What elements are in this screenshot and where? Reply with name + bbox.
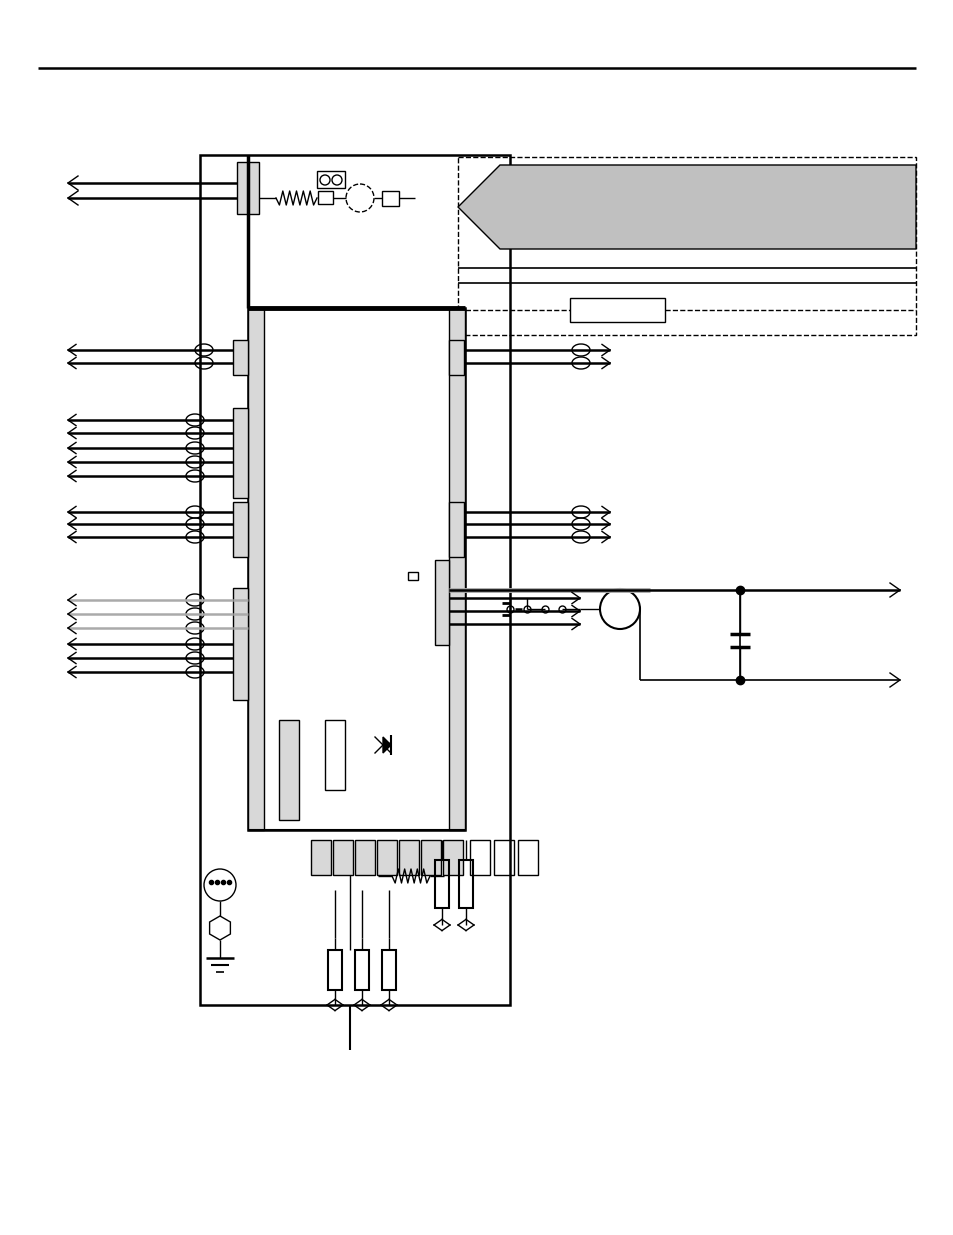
Bar [442, 840, 462, 876]
Bar [408, 572, 417, 580]
Bar [398, 840, 418, 876]
Bar [233, 501, 248, 557]
Bar [333, 840, 353, 876]
Bar [317, 191, 333, 204]
Bar [457, 157, 915, 335]
Bar [449, 501, 463, 557]
Bar [328, 950, 341, 990]
Bar [449, 308, 464, 830]
Bar [435, 860, 449, 908]
Bar [355, 950, 369, 990]
Bar [569, 298, 664, 322]
Bar [233, 340, 248, 375]
Bar [200, 156, 510, 1005]
Bar [316, 170, 345, 188]
Bar [420, 840, 440, 876]
Bar [355, 840, 375, 876]
Polygon shape [382, 737, 391, 753]
Bar [248, 308, 464, 830]
Bar [381, 950, 395, 990]
Bar [458, 860, 473, 908]
Bar [470, 840, 490, 876]
Bar [248, 308, 264, 830]
Bar [325, 720, 345, 790]
Bar [449, 340, 463, 375]
Bar [233, 408, 248, 498]
Bar [494, 840, 514, 876]
Bar [278, 720, 298, 820]
Polygon shape [457, 165, 915, 249]
Bar [435, 559, 449, 645]
Bar [233, 588, 248, 700]
Bar [236, 162, 258, 214]
Bar [381, 191, 398, 206]
Bar [517, 840, 537, 876]
Bar [376, 840, 396, 876]
Bar [311, 840, 331, 876]
